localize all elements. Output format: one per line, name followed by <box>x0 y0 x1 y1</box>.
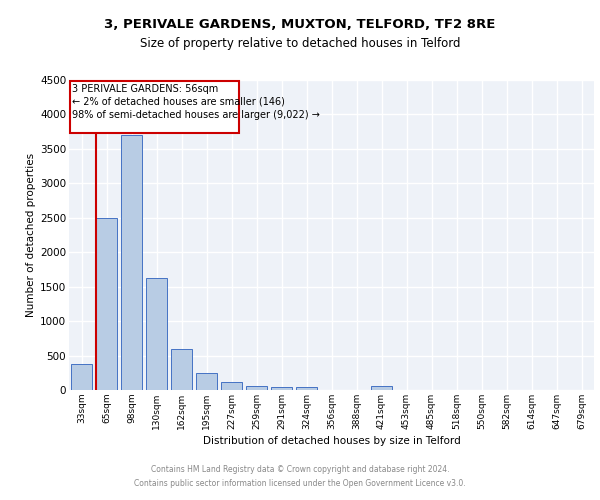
Bar <box>146 278 167 390</box>
Bar <box>271 386 292 390</box>
X-axis label: Distribution of detached houses by size in Telford: Distribution of detached houses by size … <box>203 436 460 446</box>
Bar <box>71 364 92 390</box>
Bar <box>221 382 242 390</box>
Bar <box>246 386 267 390</box>
Bar <box>96 218 117 390</box>
Y-axis label: Number of detached properties: Number of detached properties <box>26 153 36 317</box>
Text: 3 PERIVALE GARDENS: 56sqm: 3 PERIVALE GARDENS: 56sqm <box>73 84 219 94</box>
FancyBboxPatch shape <box>70 80 239 133</box>
Bar <box>196 373 217 390</box>
Bar <box>296 387 317 390</box>
Text: 3, PERIVALE GARDENS, MUXTON, TELFORD, TF2 8RE: 3, PERIVALE GARDENS, MUXTON, TELFORD, TF… <box>104 18 496 30</box>
Text: Contains HM Land Registry data © Crown copyright and database right 2024.
Contai: Contains HM Land Registry data © Crown c… <box>134 466 466 487</box>
Bar <box>121 135 142 390</box>
Bar <box>371 386 392 390</box>
Text: ← 2% of detached houses are smaller (146): ← 2% of detached houses are smaller (146… <box>73 96 286 106</box>
Text: 98% of semi-detached houses are larger (9,022) →: 98% of semi-detached houses are larger (… <box>73 110 320 120</box>
Bar <box>171 348 192 390</box>
Text: Size of property relative to detached houses in Telford: Size of property relative to detached ho… <box>140 38 460 51</box>
